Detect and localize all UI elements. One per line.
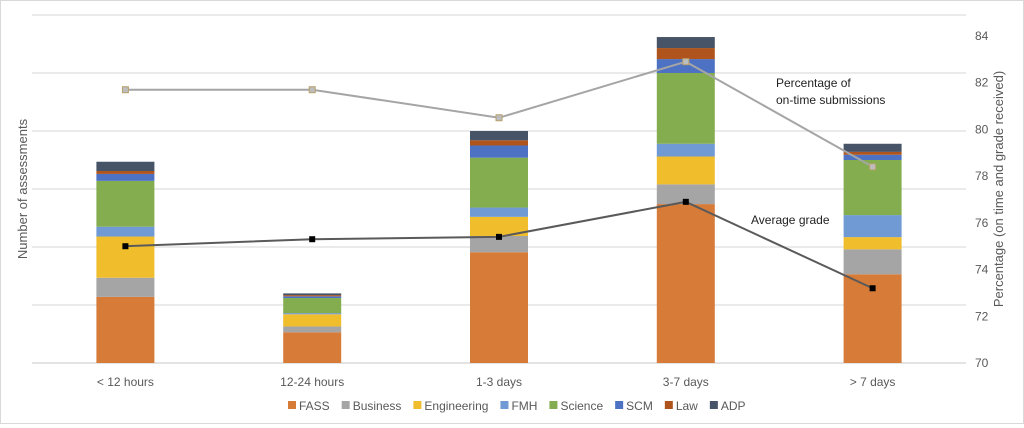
bar-segment-scm bbox=[283, 296, 342, 299]
legend-item-adp: ADP bbox=[709, 399, 746, 413]
legend-item-law: Law bbox=[664, 399, 698, 413]
bar-segment-science bbox=[470, 157, 528, 208]
bar-segment-science bbox=[656, 73, 715, 144]
line-marker bbox=[682, 58, 690, 66]
x-tick-label: 3-7 days bbox=[663, 375, 709, 389]
y2-axis-label: Percentage (on time and grade received) bbox=[991, 71, 1006, 307]
legend-swatch bbox=[288, 401, 296, 409]
legend-label: SCM bbox=[626, 399, 653, 413]
line-marker bbox=[496, 233, 502, 240]
legend-item-science: Science bbox=[549, 399, 603, 413]
bar-segment-law bbox=[656, 48, 715, 60]
line-marker bbox=[682, 198, 689, 205]
bar-segment-engineering bbox=[283, 314, 342, 327]
bar-segment-fmh bbox=[470, 207, 528, 217]
line-marker bbox=[869, 285, 876, 292]
legend-label: FMH bbox=[511, 399, 537, 413]
x-tick-label: > 7 days bbox=[850, 375, 896, 389]
legend-swatch bbox=[664, 401, 673, 409]
bar-segment-law bbox=[470, 140, 528, 146]
x-tick-label: 1-3 days bbox=[476, 375, 522, 389]
legend-item-scm: SCM bbox=[615, 399, 653, 413]
line-marker bbox=[121, 86, 129, 94]
legend-swatch bbox=[615, 401, 624, 409]
legend-label: Law bbox=[676, 399, 698, 413]
bar-segment-scm bbox=[96, 173, 155, 181]
x-tick-label: < 12 hours bbox=[97, 375, 154, 389]
bar-segment-fmh bbox=[283, 313, 342, 315]
line-marker bbox=[122, 243, 129, 250]
bar-segment-adp bbox=[470, 131, 528, 141]
bar-segment-adp bbox=[283, 293, 342, 296]
legend-label: Science bbox=[560, 399, 603, 413]
y2-tick-label: 78 bbox=[975, 169, 989, 183]
bar-segment-adp bbox=[96, 161, 155, 172]
bar-segment-law bbox=[843, 151, 902, 155]
legend-label: Engineering bbox=[424, 399, 488, 413]
y2-tick-label: 80 bbox=[975, 122, 989, 136]
legend-item-engineering: Engineering bbox=[413, 399, 488, 413]
legend-swatch bbox=[709, 401, 718, 409]
bar-segment-law bbox=[283, 295, 342, 297]
bar-segment-fass bbox=[656, 204, 715, 363]
bar-segment-business bbox=[283, 326, 342, 333]
legend-swatch bbox=[549, 401, 558, 409]
y2-tick-label: 74 bbox=[975, 263, 989, 277]
y2-tick-label: 84 bbox=[975, 29, 989, 43]
line-marker bbox=[869, 163, 877, 171]
y2-tick-label: 72 bbox=[975, 309, 989, 323]
bar-segment-adp bbox=[843, 143, 902, 152]
legend-item-fmh: FMH bbox=[500, 399, 537, 413]
bar-segment-fmh bbox=[656, 143, 715, 157]
bar-segment-business bbox=[656, 184, 715, 205]
y-axis-label: Number of assessments bbox=[15, 118, 30, 259]
bar-segment-business bbox=[470, 235, 528, 253]
bar-segment-adp bbox=[656, 37, 715, 49]
y2-tick-label: 76 bbox=[975, 216, 989, 230]
bar-segment-business bbox=[843, 249, 902, 275]
line-annotation: Percentage of on-time submissions bbox=[776, 76, 885, 107]
bar-segment-engineering bbox=[470, 216, 528, 236]
legend-swatch bbox=[500, 401, 509, 409]
legend-item-business: Business bbox=[341, 399, 402, 413]
bar-segment-science bbox=[283, 298, 342, 314]
bar-segment-engineering bbox=[96, 236, 155, 278]
line-marker bbox=[309, 236, 316, 243]
line-annotation: Average grade bbox=[751, 213, 830, 227]
bar-segment-scm bbox=[843, 154, 902, 160]
bar-segment-scm bbox=[470, 145, 528, 158]
bar-segment-fass bbox=[283, 332, 342, 363]
line-marker bbox=[308, 86, 316, 94]
bar-segment-fass bbox=[96, 296, 155, 363]
bar-segment-fmh bbox=[843, 215, 902, 238]
bar-segment-law bbox=[96, 171, 155, 174]
bar-segment-fass bbox=[470, 252, 528, 363]
x-tick-label: 12-24 hours bbox=[280, 375, 344, 389]
legend-item-fass: FASS bbox=[288, 399, 330, 413]
legend-label: ADP bbox=[721, 399, 746, 413]
bar-segment-business bbox=[96, 277, 155, 297]
bar-segment-science bbox=[96, 180, 155, 227]
y2-tick-label: 70 bbox=[975, 356, 989, 370]
bar-segment-fmh bbox=[96, 226, 155, 237]
legend-label: Business bbox=[353, 399, 402, 413]
legend-swatch bbox=[341, 401, 350, 409]
legend-label: FASS bbox=[299, 399, 330, 413]
y2-tick-label: 82 bbox=[975, 76, 989, 90]
bar-segment-engineering bbox=[656, 156, 715, 185]
legend-swatch bbox=[413, 401, 422, 409]
line-marker bbox=[495, 114, 503, 122]
bar-segment-engineering bbox=[843, 237, 902, 250]
